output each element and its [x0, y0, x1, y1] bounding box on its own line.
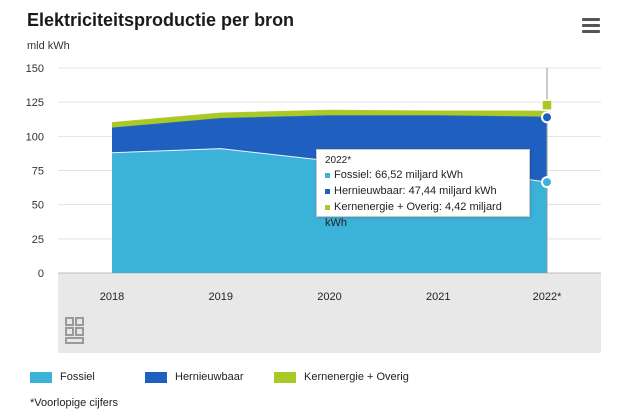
- marker-kernenergie: [541, 99, 553, 111]
- tooltip-line-fossiel: Fossiel: 66,52 miljard kWh: [325, 167, 521, 183]
- tooltip-line-hernieuwbaar: Hernieuwbaar: 47,44 miljard kWh: [325, 183, 521, 199]
- cbs-logo-icon: [65, 317, 84, 344]
- y-tick-label-75: 75: [32, 166, 44, 178]
- tooltip: 2022* Fossiel: 66,52 miljard kWh Hernieu…: [316, 149, 530, 229]
- x-tick-label-2020: 2020: [317, 291, 341, 303]
- x-axis-band: [58, 273, 601, 353]
- x-tick-label-2019: 2019: [209, 291, 233, 303]
- legend-label-hernieuwbaar: Hernieuwbaar: [175, 371, 244, 383]
- legend-item-hernieuwbaar[interactable]: Hernieuwbaar: [145, 371, 243, 383]
- line-hernieuwbaar: [111, 115, 548, 129]
- y-tick-label-0: 0: [38, 268, 44, 280]
- tooltip-title: 2022*: [325, 155, 352, 166]
- x-tick-label-2021: 2021: [426, 291, 450, 303]
- legend-swatch-hernieuwbaar: [145, 371, 167, 383]
- marker-fossiel: [541, 176, 553, 189]
- area-kernenergie-overig: [112, 110, 547, 129]
- x-tick-label-2022: 2022*: [533, 291, 562, 303]
- legend-label-kernenergie: Kernenergie + Overig: [304, 371, 409, 383]
- footnote: *Voorlopige cijfers: [30, 397, 119, 409]
- y-tick-label-25: 25: [32, 234, 44, 246]
- x-tick-labels: 2018 2019 2020 2021 2022*: [100, 291, 562, 303]
- line-kernenergie-overig: [111, 109, 548, 124]
- marker-hernieuwbaar: [541, 111, 553, 124]
- chart-canvas: 0 25 50 75 100 125 150 2018 2019 2020 2021 2022*: [26, 63, 601, 353]
- y-tick-label-50: 50: [32, 200, 44, 212]
- y-axis-unit: mld kWh: [27, 40, 70, 52]
- y-tick-label-125: 125: [26, 97, 44, 109]
- y-tick-label-150: 150: [26, 63, 44, 75]
- legend-label-fossiel: Fossiel: [60, 371, 95, 383]
- chart-title: Elektriciteitsproductie per bron: [27, 10, 295, 30]
- legend-swatch-kernenergie: [274, 371, 296, 383]
- legend-swatch-fossiel: [30, 371, 52, 383]
- legend-item-fossiel[interactable]: Fossiel: [30, 371, 95, 383]
- hover-markers: [541, 99, 553, 189]
- y-tick-label-100: 100: [26, 131, 44, 143]
- hamburger-menu-icon[interactable]: [582, 18, 600, 34]
- x-tick-label-2018: 2018: [100, 291, 124, 303]
- legend-item-kernenergie[interactable]: Kernenergie + Overig: [274, 371, 409, 383]
- tooltip-line-kernenergie: Kernenergie + Overig: 4,42 miljard kWh: [325, 201, 502, 229]
- y-tick-labels: 0 25 50 75 100 125 150: [26, 63, 44, 280]
